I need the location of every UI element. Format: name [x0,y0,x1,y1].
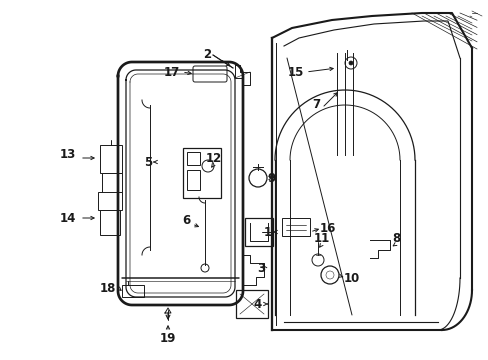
Text: 2: 2 [203,49,211,62]
Text: 5: 5 [143,156,152,168]
Bar [102,173,122,195]
FancyBboxPatch shape [193,66,226,82]
Text: 6: 6 [182,213,190,226]
Bar [282,218,309,236]
Text: 19: 19 [160,332,176,345]
Text: 17: 17 [163,66,180,78]
Bar [98,192,122,210]
Text: 10: 10 [343,271,359,284]
Bar [186,152,200,165]
Text: 7: 7 [311,99,320,112]
Text: 16: 16 [319,221,336,234]
Bar [244,218,272,246]
Bar [100,210,120,235]
Text: 9: 9 [267,171,276,184]
Bar [183,148,221,198]
Bar [236,290,267,318]
Text: 3: 3 [256,261,264,274]
Text: 18: 18 [100,282,116,294]
Text: 15: 15 [287,66,304,78]
Text: 11: 11 [313,231,329,244]
Text: 12: 12 [205,152,222,165]
Text: 4: 4 [253,297,262,310]
Text: 8: 8 [391,231,399,244]
Bar [100,145,122,173]
Text: 13: 13 [60,148,76,162]
Text: 14: 14 [60,211,76,225]
Text: 1: 1 [264,225,271,238]
Circle shape [348,61,352,65]
Bar [186,170,200,190]
Bar [122,285,143,297]
